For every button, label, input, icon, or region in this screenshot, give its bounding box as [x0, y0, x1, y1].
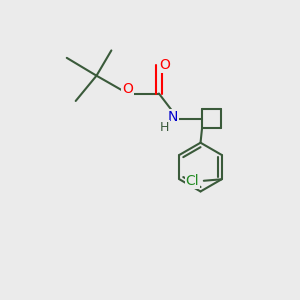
- Text: H: H: [159, 121, 169, 134]
- Text: N: N: [168, 110, 178, 124]
- Text: O: O: [122, 82, 133, 96]
- Text: O: O: [159, 58, 170, 72]
- Text: Cl: Cl: [186, 174, 199, 188]
